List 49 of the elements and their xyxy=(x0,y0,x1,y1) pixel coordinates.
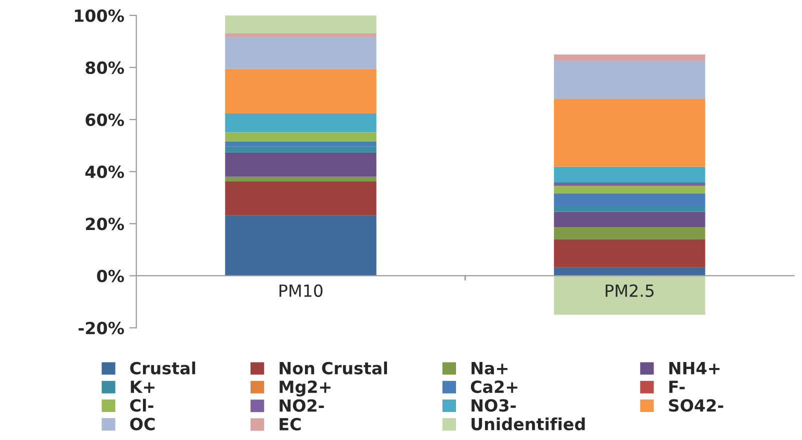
bar xyxy=(554,212,706,228)
legend-label: Crustal xyxy=(130,362,196,374)
bar xyxy=(225,132,376,142)
bar xyxy=(554,276,706,315)
bar xyxy=(225,141,376,146)
x-tick-label: PM2.5 xyxy=(606,284,654,297)
bar xyxy=(225,176,376,182)
legend-label: Unidentified xyxy=(472,417,585,430)
bar xyxy=(225,152,376,177)
bar xyxy=(225,36,376,69)
bar xyxy=(225,146,376,152)
bar xyxy=(225,215,376,276)
legend-label: NO3- xyxy=(472,399,516,412)
bar xyxy=(225,181,376,216)
bar xyxy=(554,182,706,186)
bar xyxy=(225,33,376,36)
x-tick-label: PM10 xyxy=(280,284,322,297)
legend-label: F- xyxy=(669,380,685,393)
bar xyxy=(554,60,706,99)
legend-label: NH4+ xyxy=(669,362,720,374)
y-tick-label: 0% xyxy=(97,270,124,282)
legend-label: OC xyxy=(130,418,155,430)
bar xyxy=(225,15,376,34)
bar xyxy=(554,227,706,240)
legend-label: Non Crustal xyxy=(280,362,387,374)
y-tick-label: -20% xyxy=(78,322,124,334)
legend-label: Na+ xyxy=(472,362,508,374)
legend-label: K+ xyxy=(130,380,154,393)
legend-label: Ca2+ xyxy=(470,380,518,394)
bar xyxy=(225,114,376,132)
y-tick-label: 100% xyxy=(74,9,124,22)
bar xyxy=(554,98,706,167)
bar xyxy=(225,68,376,114)
legend-label: NO2- xyxy=(280,399,324,412)
y-tick-label: 40% xyxy=(85,166,124,178)
legend-label: Mg2+ xyxy=(280,380,330,396)
legend-label: EC xyxy=(280,418,301,430)
bar xyxy=(554,186,706,194)
bar xyxy=(554,193,706,206)
bar xyxy=(554,240,706,268)
bar xyxy=(554,206,706,212)
y-tick-label: 20% xyxy=(86,218,124,230)
legend-label: Cl- xyxy=(130,398,154,412)
bar xyxy=(554,267,706,276)
y-tick-label: 80% xyxy=(86,61,124,74)
bar xyxy=(554,166,706,183)
bar xyxy=(554,54,706,60)
y-tick-label: 60% xyxy=(86,113,124,126)
legend-label: SO42- xyxy=(669,399,724,412)
